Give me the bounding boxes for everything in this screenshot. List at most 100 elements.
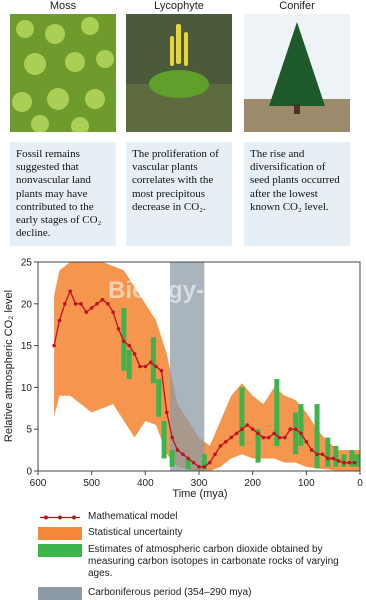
model-point <box>73 302 78 306</box>
model-point <box>347 460 352 465</box>
legend-label: Statistical uncertainty <box>88 527 183 538</box>
model-point <box>288 427 293 432</box>
model-point <box>186 456 191 461</box>
isotope-estimate <box>156 379 162 417</box>
model-point <box>309 448 314 452</box>
model-point <box>68 289 72 294</box>
model-point <box>63 302 67 306</box>
caption: The rise and diversification of seed pla… <box>244 142 350 246</box>
legend-dot <box>72 515 76 520</box>
model-point <box>79 302 83 306</box>
legend-box <box>38 587 82 600</box>
legend-box <box>38 527 82 540</box>
model-point <box>159 368 164 373</box>
caption: Fossil remains suggested that nonvascula… <box>10 142 116 246</box>
model-point <box>165 410 169 415</box>
model-point <box>250 427 255 432</box>
model-point <box>234 431 239 436</box>
model-point <box>256 431 260 436</box>
model-point <box>224 439 228 444</box>
model-point <box>299 431 303 436</box>
model-point <box>229 435 233 440</box>
isotope-estimate <box>314 404 320 469</box>
y-tick-label: 25 <box>21 258 33 269</box>
panel-label: Moss <box>49 0 77 12</box>
y-tick-label: 15 <box>21 341 33 352</box>
panel-label: Lycophyte <box>154 0 204 12</box>
model-point <box>52 343 56 348</box>
legend-label: Mathematical model <box>88 511 178 522</box>
panel-label: Conifer <box>279 0 315 12</box>
x-tick-label: 0 <box>357 478 363 489</box>
legend-dot <box>44 515 48 520</box>
model-point <box>197 465 201 469</box>
legend-item: Mathematical model <box>38 511 358 524</box>
isotope-estimate <box>239 387 245 446</box>
legend-label: Estimates of atmospheric carbon dioxide … <box>88 544 339 579</box>
isotope-estimate <box>126 349 132 380</box>
model-point <box>148 360 153 365</box>
watermark: Biology-Forums <box>108 277 292 304</box>
model-point <box>175 448 180 452</box>
model-point <box>116 327 121 331</box>
x-tick-label: 600 <box>30 478 47 489</box>
isotope-estimate <box>341 454 347 467</box>
model-point <box>266 435 271 440</box>
isotope-estimate <box>201 454 207 470</box>
isotope-estimate <box>293 412 299 455</box>
x-tick-label: 200 <box>244 478 261 489</box>
model-point <box>95 302 99 306</box>
model-point <box>84 310 89 314</box>
legend-item: Estimates of atmospheric carbon dioxide … <box>38 544 358 580</box>
isotope-estimate <box>325 437 331 467</box>
y-tick-label: 10 <box>21 383 33 394</box>
x-tick-label: 400 <box>137 478 154 489</box>
isotope-estimate <box>349 450 355 467</box>
model-point <box>352 460 357 465</box>
moss-photo <box>10 14 116 132</box>
isotope-estimate <box>354 454 360 467</box>
model-point <box>240 427 244 432</box>
lycophyte-photo <box>126 14 232 132</box>
legend-swatch <box>38 527 82 540</box>
chart: Time (mya) Relative atmospheric CO₂ leve… <box>3 258 363 501</box>
uncertainty-band <box>54 262 360 471</box>
model-point <box>207 460 212 465</box>
isotope-estimate <box>121 307 127 371</box>
legend-dot <box>58 515 62 520</box>
model-point <box>127 343 132 348</box>
model-point <box>143 364 148 369</box>
model-point <box>170 435 174 440</box>
isotope-estimate <box>169 450 175 467</box>
caption: The proliferation of vascular plants cor… <box>126 142 232 246</box>
y-tick-label: 0 <box>26 467 32 478</box>
isotope-estimate <box>150 337 156 384</box>
x-tick-label: 300 <box>191 478 208 489</box>
model-point <box>57 318 62 323</box>
legend-label: Carboniferous period (354–290 mya) <box>88 587 252 598</box>
model-point <box>320 452 325 457</box>
model-point <box>191 460 196 465</box>
isotope-estimate <box>161 420 167 459</box>
model-point <box>315 452 319 457</box>
x-axis-title: Time (mya) <box>172 488 227 500</box>
legend-swatch <box>40 515 80 520</box>
isotope-estimate <box>298 404 304 446</box>
isotope-estimate <box>333 445 339 467</box>
legend-swatch <box>38 587 82 600</box>
model-point <box>122 339 126 344</box>
legend-box <box>38 544 82 557</box>
legend-item: Carboniferous period (354–290 mya) <box>38 587 358 600</box>
isotope-estimate <box>255 429 261 463</box>
legend-item: Statistical uncertainty <box>38 527 358 540</box>
model-point <box>331 456 335 461</box>
model-point <box>283 435 287 440</box>
conifer-photo <box>244 14 350 132</box>
model-point <box>111 310 115 314</box>
model-point <box>100 297 105 302</box>
isotope-estimate <box>274 379 280 446</box>
model-point <box>202 465 207 469</box>
model-point <box>326 456 330 461</box>
model-point <box>138 364 142 369</box>
